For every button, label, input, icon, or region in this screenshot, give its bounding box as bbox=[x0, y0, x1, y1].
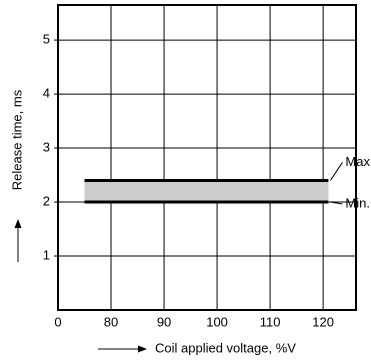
x-tick-label: 100 bbox=[206, 314, 228, 329]
y-tick-label: 1 bbox=[43, 247, 50, 262]
legend-leader bbox=[330, 201, 343, 205]
x-axis-label: Coil applied voltage, %V bbox=[155, 340, 296, 355]
y-tick-label: 4 bbox=[43, 86, 50, 101]
x-arrow-head bbox=[138, 345, 147, 353]
y-tick-label: 5 bbox=[43, 32, 50, 47]
x-tick-label: 80 bbox=[104, 314, 118, 329]
plot-frame bbox=[57, 4, 357, 311]
y-arrow-head bbox=[14, 219, 22, 228]
y-axis-label: Release time, ms bbox=[9, 89, 24, 190]
legend-label: Min. bbox=[345, 195, 370, 210]
y-tick-label: 3 bbox=[43, 139, 50, 154]
x-tick-label: 90 bbox=[157, 314, 171, 329]
x-tick-label: 110 bbox=[260, 314, 281, 329]
legend-leader bbox=[330, 162, 343, 181]
y-tick-label: 2 bbox=[43, 193, 50, 208]
band bbox=[84, 180, 329, 203]
x-tick-label: 0 bbox=[54, 314, 61, 329]
x-tick-label: 120 bbox=[312, 314, 334, 329]
legend-label: Max. bbox=[345, 154, 371, 169]
